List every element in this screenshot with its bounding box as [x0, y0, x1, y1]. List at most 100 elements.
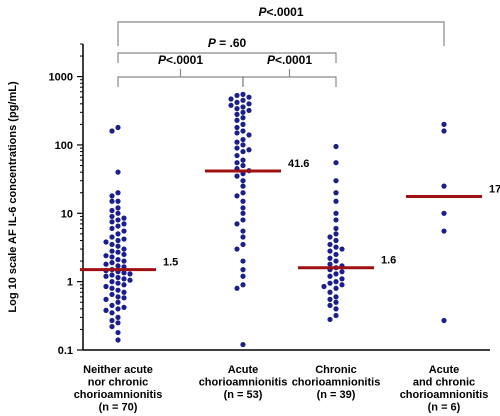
data-point [240, 217, 246, 223]
data-point [103, 253, 109, 259]
data-point [333, 294, 339, 300]
data-point [109, 213, 115, 220]
data-point [115, 190, 121, 196]
data-point [333, 258, 339, 264]
data-point [115, 294, 121, 300]
data-point [240, 121, 246, 127]
data-point [109, 302, 115, 308]
data-point [240, 97, 246, 103]
data-point [240, 148, 246, 155]
data-point [240, 178, 246, 184]
data-point [240, 142, 246, 148]
data-point [246, 101, 252, 107]
comparison-bracket: P<.0001 [242, 53, 337, 87]
data-point [327, 273, 333, 279]
data-point [115, 249, 121, 255]
data-point [109, 248, 115, 254]
comparison-bracket: P<.0001 [117, 5, 445, 46]
data-point [327, 234, 333, 240]
data-point [115, 205, 121, 211]
data-point [333, 225, 339, 232]
data-point [240, 115, 246, 121]
data-point [333, 244, 339, 250]
data-point [333, 210, 339, 216]
data-point [109, 225, 115, 232]
data-point [240, 198, 246, 204]
data-point [441, 228, 447, 234]
data-point [115, 124, 121, 131]
data-point [333, 190, 339, 196]
data-point [240, 183, 246, 189]
data-point [327, 255, 333, 261]
data-point [234, 130, 240, 136]
comparison-bracket: P = .60 [117, 36, 337, 63]
group-4: 17.6 [406, 121, 500, 324]
data-point [240, 162, 246, 169]
data-point [240, 136, 246, 143]
data-point [234, 139, 240, 145]
data-point [109, 254, 115, 260]
p-value-label: P<.0001 [267, 53, 312, 67]
data-point [115, 280, 121, 286]
data-point [333, 198, 339, 204]
data-point [234, 160, 240, 166]
data-point [234, 193, 240, 199]
data-point [109, 291, 115, 298]
comparison-brackets: P<.0001 P<.0001 P = .60 P<.0001 [117, 5, 445, 87]
data-point [240, 234, 246, 240]
data-point [115, 231, 121, 237]
data-point [103, 307, 109, 313]
data-point [327, 280, 333, 286]
data-point [246, 147, 252, 153]
data-point [327, 241, 333, 248]
data-point [327, 261, 333, 267]
data-point [234, 246, 240, 252]
bracket-line [117, 52, 337, 63]
category-label: Acute and chronic chorioamnionitis (n = 6) [400, 364, 489, 414]
data-point [333, 306, 339, 312]
data-point [234, 221, 240, 227]
data-point [240, 128, 246, 134]
data-point [121, 221, 127, 227]
data-point [246, 94, 252, 100]
data-point [109, 241, 115, 248]
data-point [333, 143, 339, 150]
data-point [339, 246, 345, 252]
data-point [121, 258, 127, 264]
data-point [115, 329, 121, 336]
category-labels: Neither acute nor chronic chorioamnionitis… [74, 364, 489, 414]
y-tick-label: 1 [67, 277, 73, 289]
data-point [333, 231, 339, 237]
data-point [121, 228, 127, 234]
data-point [234, 152, 240, 159]
data-point [109, 272, 115, 278]
data-point [441, 183, 447, 189]
data-point [121, 304, 127, 311]
data-point [103, 261, 109, 267]
data-point [441, 317, 447, 324]
data-point [109, 219, 115, 225]
data-point [441, 210, 447, 216]
data-point [234, 173, 240, 179]
data-point [441, 121, 447, 127]
data-point [115, 243, 121, 249]
bracket-line [117, 76, 244, 87]
data-point [109, 323, 115, 330]
data-point [333, 178, 339, 184]
data-point [121, 276, 127, 282]
data-point [121, 289, 127, 295]
p-value-label: P = .60 [208, 36, 247, 50]
data-point [240, 190, 246, 196]
data-point [234, 92, 240, 99]
data-point [109, 207, 115, 214]
data-point [121, 246, 127, 252]
data-point [234, 145, 240, 151]
data-point [234, 99, 240, 105]
data-point [109, 260, 115, 266]
data-point [333, 312, 339, 319]
data-point [339, 276, 345, 282]
data-point [327, 289, 333, 295]
data-point [109, 193, 115, 199]
data-point [115, 306, 121, 312]
p-value-label: P<.0001 [158, 53, 203, 67]
